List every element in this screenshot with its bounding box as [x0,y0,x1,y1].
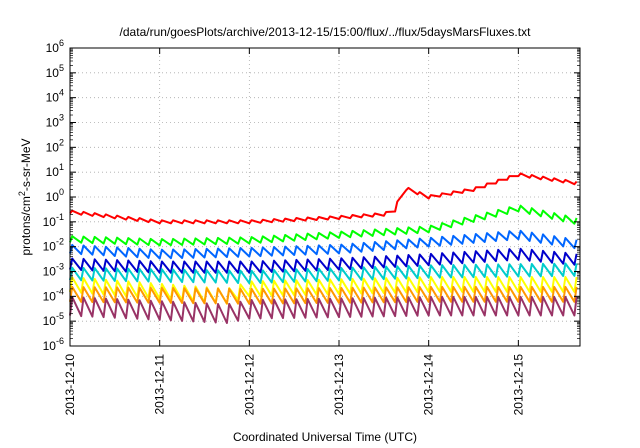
series-line-0 [69,172,578,225]
series-line-7 [69,295,578,324]
x-axis-label: Coordinated Universal Time (UTC) [233,430,417,444]
x-tick-label: 2013-12-10 [63,354,77,416]
y-tick-label: 102 [46,137,64,154]
y-tick-label: 106 [46,38,64,55]
y-tick-label: 101 [46,162,64,179]
y-tick-label: 10-6 [43,336,64,353]
y-tick-label: 104 [46,88,64,105]
y-tick-label: 10-5 [43,311,64,328]
y-tick-label: 103 [46,113,64,130]
series-line-1 [69,204,578,247]
x-tick-label: 2013-12-14 [422,354,436,416]
series-line-3 [69,247,578,274]
series-group [69,172,578,324]
series-line-2 [69,229,578,260]
y-tick-label: 105 [46,63,64,80]
series-line-6 [69,285,578,305]
x-tick-label: 2013-12-11 [153,354,167,415]
y-tick-label: 10-1 [43,212,64,229]
x-tick-label: 2013-12-12 [242,354,256,416]
series-line-5 [69,276,578,305]
y-tick-label: 10-2 [43,237,64,254]
y-axis-label: protons/cm2-s-sr-MeV [17,138,33,255]
y-tick-label: 10-3 [43,262,64,279]
x-axis: 2013-12-10 2013-12-11 2013-12-12 2013-12-13… [63,48,525,415]
x-tick-label: 2013-12-15 [511,354,525,416]
y-tick-label: 100 [46,187,64,204]
series-line-4 [69,262,578,285]
x-tick-label: 2013-12-13 [332,354,346,416]
y-tick-label: 10-4 [43,286,64,303]
chart-title: /data/run/goesPlots/archive/2013-12-15/1… [120,25,532,39]
